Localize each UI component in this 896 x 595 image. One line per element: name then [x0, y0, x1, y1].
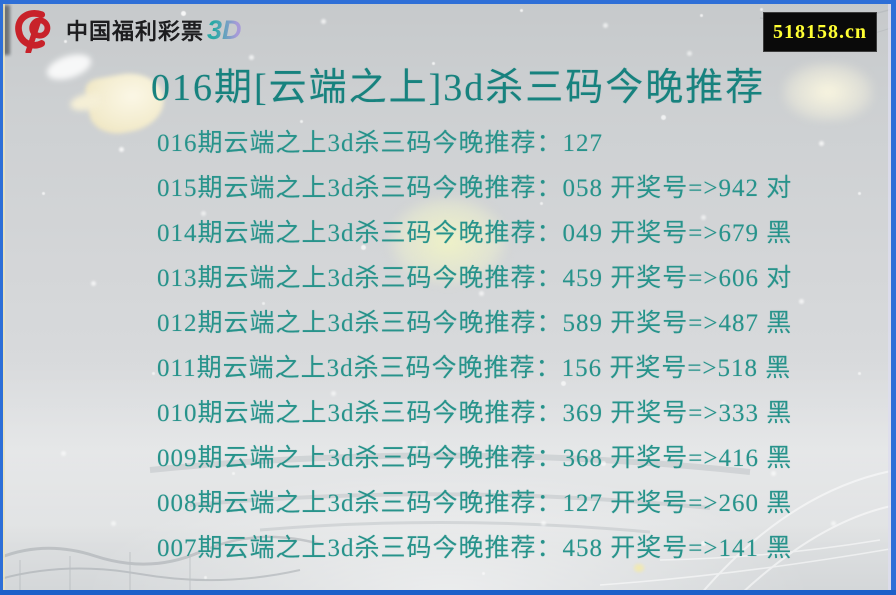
predictions-list: 016期云端之上3d杀三码今晚推荐：127 015期云端之上3d杀三码今晚推荐：…	[157, 121, 792, 571]
prediction-row: 011期云端之上3d杀三码今晚推荐：156 开奖号=>518 黑	[157, 355, 792, 382]
header: 中国福利彩票 3D	[12, 6, 242, 55]
prediction-row: 016期云端之上3d杀三码今晚推荐：127	[157, 130, 604, 157]
inner-edge-line-left	[3, 0, 5, 595]
page-border-left	[0, 0, 3, 595]
snow-swirl	[43, 49, 95, 85]
page-title: 016期[云端之上]3d杀三码今晚推荐	[151, 67, 766, 109]
brand-name: 中国福利彩票	[66, 19, 205, 44]
prediction-row: 008期云端之上3d杀三码今晚推荐：127 开奖号=>260 黑	[157, 490, 793, 517]
page-border-bottom	[0, 590, 896, 595]
domain-badge: 518158.cn	[763, 12, 877, 52]
lantern-glow-topright	[782, 62, 874, 122]
snowflakes-overlay	[0, 0, 3, 3]
paper-lantern-tip	[68, 90, 106, 114]
prediction-row: 012期云端之上3d杀三码今晚推荐：589 开奖号=>487 黑	[157, 310, 793, 337]
prediction-row: 009期云端之上3d杀三码今晚推荐：368 开奖号=>416 黑	[157, 445, 793, 472]
china-welfare-lottery-logo-icon	[12, 7, 58, 55]
prediction-row: 014期云端之上3d杀三码今晚推荐：049 开奖号=>679 黑	[157, 220, 793, 247]
page-border-right	[891, 0, 896, 595]
dark-corner-patch	[0, 5, 10, 55]
inner-edge-line-right	[888, 0, 891, 595]
brand-3d-label: 3D	[207, 14, 242, 45]
prediction-row: 007期云端之上3d杀三码今晚推荐：458 开奖号=>141 黑	[157, 535, 793, 562]
prediction-row: 015期云端之上3d杀三码今晚推荐：058 开奖号=>942 对	[157, 175, 793, 202]
prediction-row: 010期云端之上3d杀三码今晚推荐：369 开奖号=>333 黑	[157, 400, 793, 427]
page-border-top	[0, 0, 896, 4]
prediction-row: 013期云端之上3d杀三码今晚推荐：459 开奖号=>606 对	[157, 265, 793, 292]
